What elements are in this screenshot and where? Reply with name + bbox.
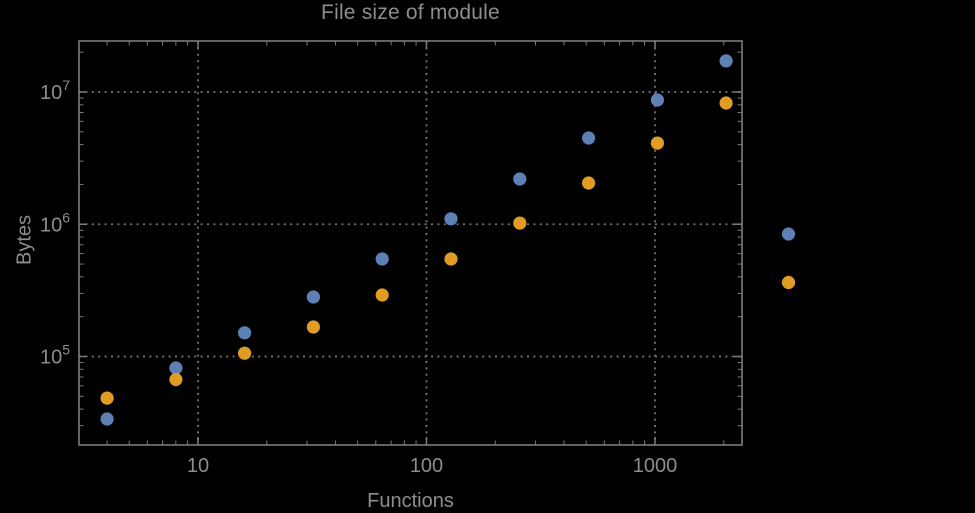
data-point	[650, 136, 665, 150]
data-point	[513, 172, 527, 186]
y-tick-label: 105	[40, 342, 70, 369]
legend-marker-orange	[781, 275, 796, 290]
series-1-blue	[100, 54, 733, 426]
data-point	[100, 391, 114, 405]
legend-marker-blue	[781, 227, 796, 241]
x-tick-label: 100	[410, 455, 443, 477]
data-point	[238, 326, 252, 340]
data-point	[513, 216, 527, 230]
chart-title: File size of module	[321, 1, 500, 24]
y-tick-label: 107	[40, 77, 70, 104]
data-point	[375, 288, 389, 302]
y-tick-labels: 105 106 107	[40, 77, 70, 369]
data-point	[169, 361, 183, 375]
legend	[781, 227, 796, 290]
data-point	[719, 96, 733, 110]
data-point	[100, 412, 114, 426]
x-tick-labels: 10 100 1000	[187, 455, 677, 477]
data-point	[650, 93, 665, 107]
y-tick-label: 106	[40, 209, 70, 236]
data-point	[238, 346, 252, 360]
x-tick-label: 10	[187, 455, 209, 477]
data-point	[306, 320, 320, 334]
y-axis-label: Bytes	[13, 214, 36, 266]
x-tick-label: 1000	[633, 455, 678, 477]
data-point	[582, 131, 596, 145]
data-point	[306, 290, 320, 304]
data-point	[444, 212, 458, 226]
data-point	[444, 252, 458, 266]
gridlines	[79, 41, 742, 445]
data-point	[582, 176, 596, 190]
x-axis-label: Functions	[367, 490, 454, 512]
plot-frame	[78, 40, 743, 446]
data-point	[375, 252, 389, 266]
data-point	[719, 54, 733, 68]
axis-ticks	[79, 41, 742, 445]
data-point	[169, 372, 183, 387]
series-2-orange	[100, 96, 733, 405]
